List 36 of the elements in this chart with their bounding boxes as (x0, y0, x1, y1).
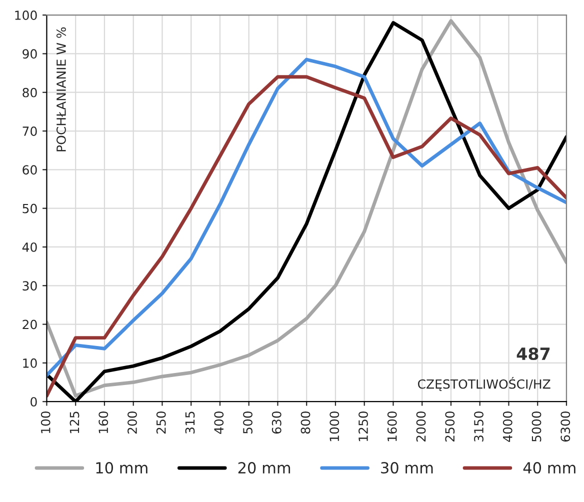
x-tick-label: 500 (243, 411, 252, 434)
y-tick-label: 100 (15, 10, 37, 20)
x-tick-label: 2000 (416, 411, 426, 442)
x-tick-label: 6300 (560, 411, 570, 442)
x-tick-label: 200 (128, 411, 137, 434)
x-tick-label: 315 (185, 412, 195, 434)
y-tick-label: 0 (30, 397, 37, 407)
x-axis-title: CZĘSTOTLIWOŚCI/HZ (418, 377, 550, 392)
legend-label: 30 mm (381, 462, 433, 474)
y-tick-label: 10 (23, 358, 37, 368)
legend-label: 40 mm (523, 462, 576, 474)
y-tick-label: 30 (22, 281, 37, 291)
y-tick-label: 80 (22, 88, 37, 98)
y-tick-label: 90 (22, 49, 37, 59)
y-tick-label: 40 (22, 242, 37, 252)
x-tick-label: 3150 (474, 411, 484, 442)
x-tick-label: 1600 (387, 411, 397, 442)
y-tick-label: 50 (22, 204, 37, 214)
legend-label: 20 mm (238, 462, 290, 474)
x-tick-label: 1250 (358, 411, 368, 442)
y-tick-label: 70 (22, 126, 37, 136)
annotation: 487 (516, 347, 550, 360)
x-tick-label: 160 (98, 411, 108, 434)
x-tick-label: 800 (300, 411, 310, 434)
y-tick-label: 20 (22, 320, 37, 330)
x-tick-label: 1000 (330, 411, 340, 442)
x-tick-label: 400 (214, 411, 224, 434)
x-tick-label: 250 (156, 411, 166, 434)
x-tick-label: 4000 (502, 411, 512, 442)
x-tick-label: 5000 (532, 411, 542, 442)
x-tick-label: 125 (70, 412, 80, 434)
y-tick-label: 60 (22, 165, 37, 175)
x-tick-label: 630 (272, 411, 282, 434)
x-tick-label: 2500 (445, 411, 455, 442)
legend-label: 10 mm (96, 462, 148, 474)
y-axis-title: POCHŁANIANIE W % (56, 27, 66, 152)
